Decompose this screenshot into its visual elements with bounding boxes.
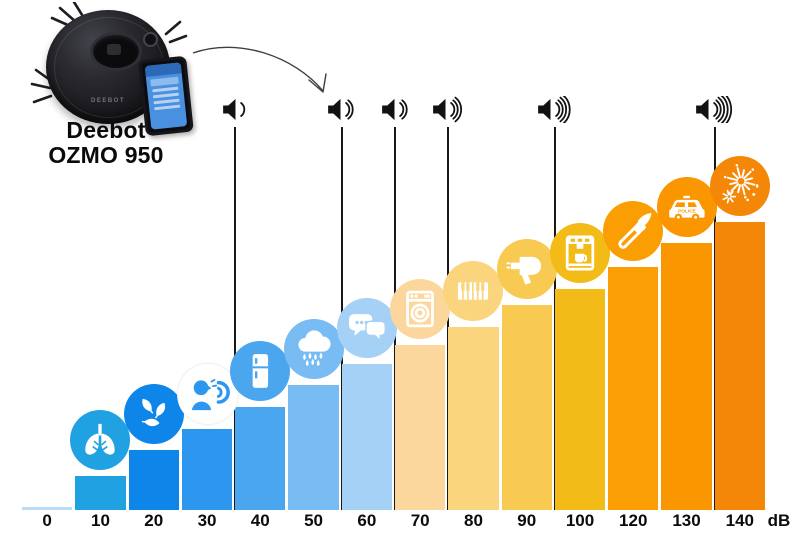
hair-dryer-icon <box>496 239 557 299</box>
bar-40db <box>235 407 286 510</box>
product-image: DEEBOT <box>24 2 194 177</box>
speaker-volume-icon-35db <box>222 96 247 123</box>
product-title-line2: OZMO 950 <box>48 142 164 168</box>
speaker-volume-icon-135db <box>695 91 734 128</box>
x-axis-label-10: 10 <box>90 511 110 530</box>
rain-cloud-icon <box>283 319 344 379</box>
robot-brand-label: DEEBOT <box>90 98 125 104</box>
whisper-icon <box>177 363 239 425</box>
leaves-icon <box>123 384 184 444</box>
x-axis-label-0: 0 <box>42 511 52 530</box>
washing-machine-icon <box>390 279 451 339</box>
x-axis-label-120: 120 <box>619 511 648 530</box>
piano-icon <box>443 261 504 321</box>
refrigerator-icon <box>230 341 291 401</box>
bar-0db <box>22 507 73 510</box>
bar-60db <box>341 364 392 510</box>
x-axis-label-20: 20 <box>144 511 164 530</box>
x-axis-label-60: 60 <box>357 511 377 530</box>
coffee-machine-icon <box>550 223 610 283</box>
conversation-icon <box>336 298 397 358</box>
x-axis-label-80: 80 <box>463 511 483 530</box>
pointer-arrow-icon <box>192 46 327 93</box>
trombone-icon <box>603 201 664 261</box>
bar-50db <box>288 385 339 510</box>
speaker-volume-icon-75db <box>432 96 464 123</box>
police-car-icon: POLICE <box>656 177 717 237</box>
product-title: Deebot OZMO 950 <box>8 118 204 168</box>
x-axis-label-30: 30 <box>197 511 217 530</box>
x-axis-label-70: 70 <box>410 511 430 530</box>
lungs-icon <box>70 410 131 470</box>
x-axis-label-130: 130 <box>672 511 701 530</box>
bar-120db <box>608 267 659 510</box>
speaker-volume-icon-65db <box>381 96 410 123</box>
bar-70db <box>395 345 446 510</box>
x-axis-label-50: 50 <box>304 511 323 530</box>
x-axis-label-100: 100 <box>565 511 595 530</box>
axis-unit-label: dB <box>767 511 791 530</box>
bar-140db <box>714 222 765 510</box>
bar-130db <box>661 243 712 510</box>
x-axis-label-140: 140 <box>725 511 755 530</box>
fireworks-icon <box>709 156 770 216</box>
bar-90db <box>501 305 552 510</box>
speaker-volume-icon-55db <box>327 96 356 123</box>
product-title-line1: Deebot <box>66 117 146 143</box>
lidar-turret <box>90 32 142 71</box>
bar-30db <box>181 429 233 510</box>
bar-10db <box>75 476 126 510</box>
speaker-volume-icon-95db <box>537 93 573 126</box>
bar-80db <box>448 327 499 510</box>
bar-100db <box>554 289 606 510</box>
robot-camera-button <box>143 32 158 47</box>
svg-text:POLICE: POLICE <box>678 209 696 215</box>
threshold-line-35db <box>234 127 237 510</box>
bar-20db <box>128 450 179 510</box>
x-axis-label-90: 90 <box>517 511 537 530</box>
lidar-window <box>107 44 121 55</box>
x-axis-label-40: 40 <box>250 511 270 530</box>
